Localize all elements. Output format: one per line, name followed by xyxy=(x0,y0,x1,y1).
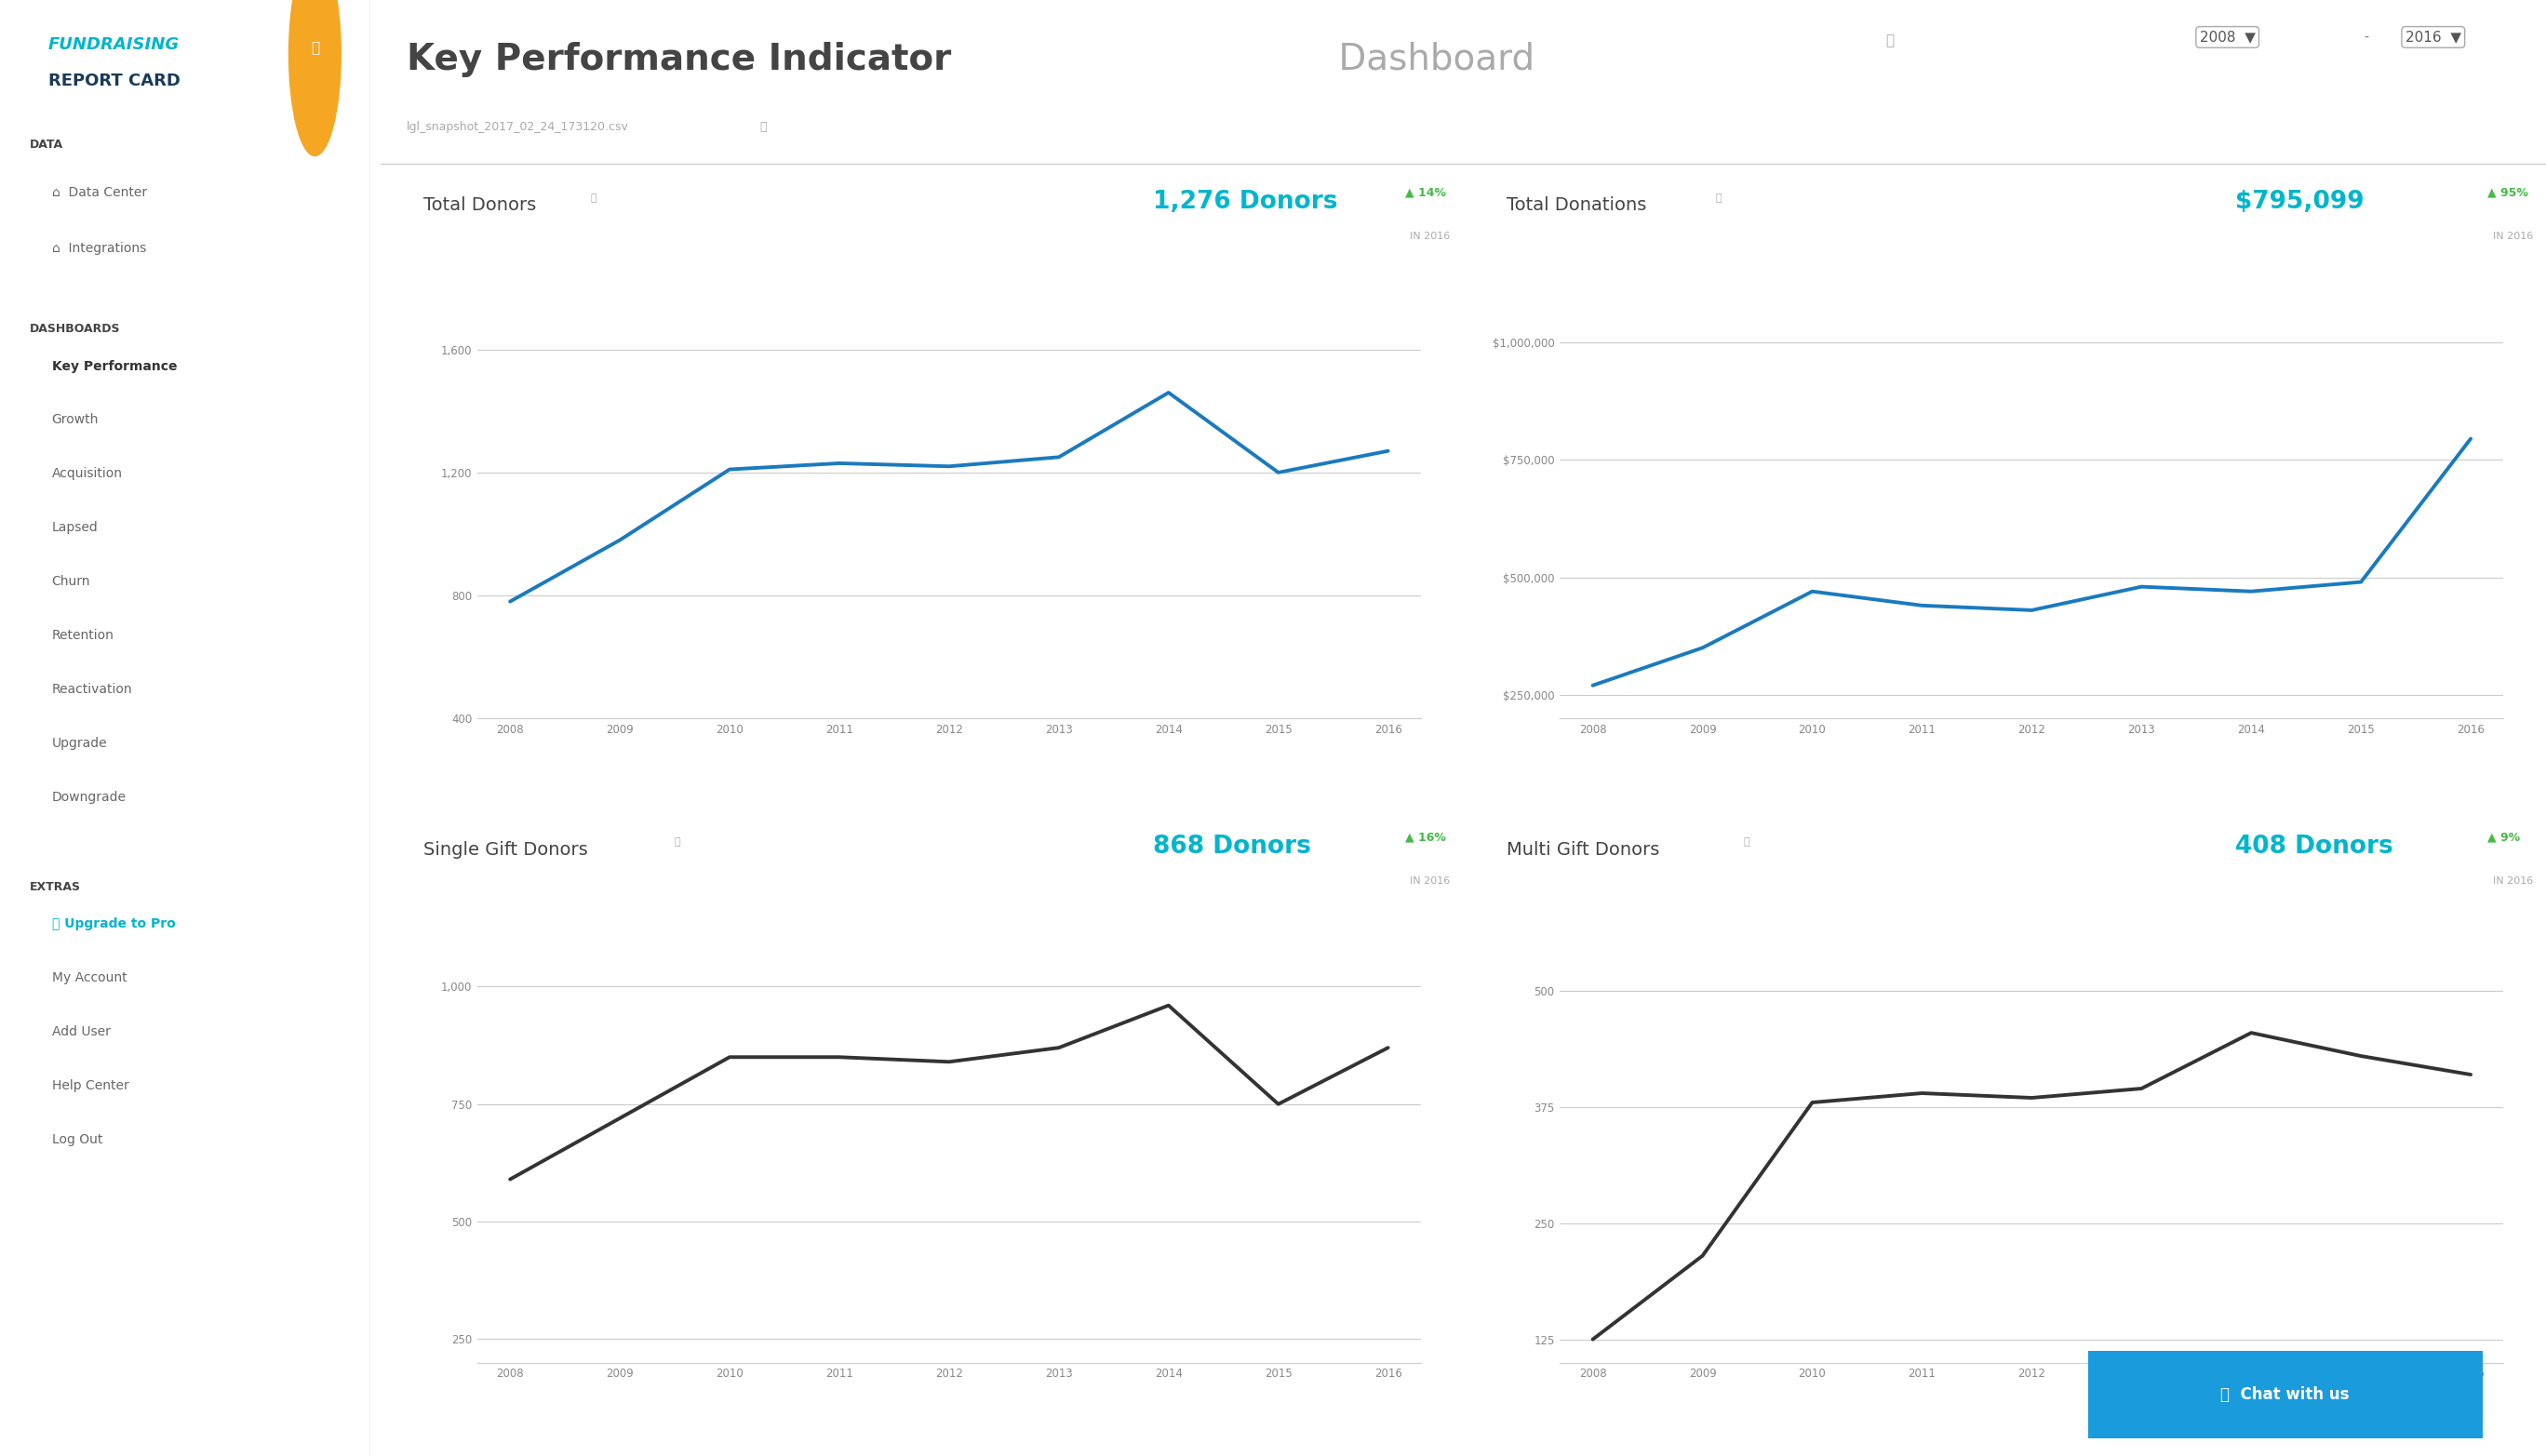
Text: Key Performance: Key Performance xyxy=(51,360,178,373)
Text: ⌂  Data Center: ⌂ Data Center xyxy=(51,186,148,199)
Text: ⓘ: ⓘ xyxy=(675,837,680,847)
Text: 868 Donors: 868 Donors xyxy=(1153,834,1311,859)
Text: 🖨: 🖨 xyxy=(759,121,766,132)
Text: Lapsed: Lapsed xyxy=(51,521,99,534)
Text: FUNDRAISING: FUNDRAISING xyxy=(48,36,178,54)
Text: Acquisition: Acquisition xyxy=(51,467,122,480)
Text: My Account: My Account xyxy=(51,971,127,984)
FancyBboxPatch shape xyxy=(0,329,372,384)
Text: -: - xyxy=(2355,31,2378,44)
Text: 2016  ▼: 2016 ▼ xyxy=(2406,31,2462,44)
Text: Multi Gift Donors: Multi Gift Donors xyxy=(1507,840,1660,859)
Text: $795,099: $795,099 xyxy=(2235,189,2365,214)
Text: lgl_snapshot_2017_02_24_173120.csv: lgl_snapshot_2017_02_24_173120.csv xyxy=(407,121,629,132)
Text: Reactivation: Reactivation xyxy=(51,683,132,696)
Text: 2008  ▼: 2008 ▼ xyxy=(2200,31,2256,44)
Text: ▲ 9%: ▲ 9% xyxy=(2487,831,2521,843)
Text: Key Performance Indicator: Key Performance Indicator xyxy=(407,42,952,77)
Text: 1,276 Donors: 1,276 Donors xyxy=(1153,189,1337,214)
Text: ⓘ: ⓘ xyxy=(1887,33,1894,48)
Text: ▲ 95%: ▲ 95% xyxy=(2487,186,2528,199)
Text: IN 2016: IN 2016 xyxy=(2493,232,2533,242)
Text: DASHBOARDS: DASHBOARDS xyxy=(31,323,120,335)
Text: 💬  Chat with us: 💬 Chat with us xyxy=(2220,1386,2350,1404)
Text: Total Donors: Total Donors xyxy=(423,197,537,214)
Text: Growth: Growth xyxy=(51,414,99,427)
Text: Total Donations: Total Donations xyxy=(1507,197,1647,214)
Text: Churn: Churn xyxy=(51,575,92,588)
Text: ▲ 14%: ▲ 14% xyxy=(1405,186,1446,199)
Text: Downgrade: Downgrade xyxy=(51,791,127,804)
Text: EXTRAS: EXTRAS xyxy=(31,881,81,893)
Text: 408 Donors: 408 Donors xyxy=(2235,834,2393,859)
Text: IN 2016: IN 2016 xyxy=(1410,877,1451,885)
Text: Add User: Add User xyxy=(51,1025,109,1038)
Text: Dashboard: Dashboard xyxy=(1326,42,1535,77)
Text: ⓘ: ⓘ xyxy=(1744,837,1749,847)
Text: ⓘ: ⓘ xyxy=(591,194,596,202)
Circle shape xyxy=(288,0,341,156)
Text: DATA: DATA xyxy=(31,138,64,150)
Text: IN 2016: IN 2016 xyxy=(1410,232,1451,242)
Text: Upgrade: Upgrade xyxy=(51,737,107,750)
FancyBboxPatch shape xyxy=(2072,1348,2498,1441)
Text: IN 2016: IN 2016 xyxy=(2493,877,2533,885)
Text: REPORT CARD: REPORT CARD xyxy=(48,73,181,90)
Text: ⓘ: ⓘ xyxy=(1716,194,1721,202)
Text: Retention: Retention xyxy=(51,629,115,642)
Text: :  xyxy=(311,41,318,55)
Text: Log Out: Log Out xyxy=(51,1133,102,1146)
Text: Single Gift Donors: Single Gift Donors xyxy=(423,840,588,859)
Text: Help Center: Help Center xyxy=(51,1079,130,1092)
Text: 🔒 Upgrade to Pro: 🔒 Upgrade to Pro xyxy=(51,917,176,930)
Text: ⌂  Integrations: ⌂ Integrations xyxy=(51,242,145,255)
Text: ▲ 16%: ▲ 16% xyxy=(1405,831,1446,843)
